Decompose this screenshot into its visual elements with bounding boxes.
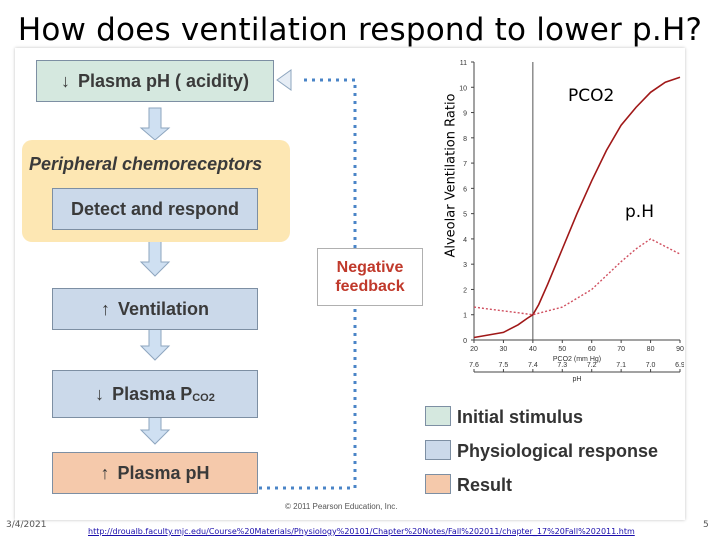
- stimulus-label: Plasma pH ( acidity): [77, 70, 250, 91]
- x-tick-label: 50: [558, 346, 566, 353]
- y-tick-label: 7: [463, 161, 467, 168]
- x-tick-label: 60: [588, 346, 596, 353]
- y-tick-label: 4: [463, 237, 467, 244]
- ph-annotation: p.H: [625, 202, 654, 222]
- x-tick-label: 90: [676, 346, 684, 353]
- detect-label: Detect and respond: [70, 198, 240, 219]
- legend-swatch-result: [425, 474, 451, 494]
- ventilation-chart: 0 1 2 3 4 5 6 7 8 9 10 11 20 30 40 50 60 70 80 90 PCO2 (mm H…: [459, 60, 685, 383]
- ph-tick-label: 7.1: [616, 362, 626, 369]
- chemoreceptors-label: Peripheral chemoreceptors: [29, 154, 263, 174]
- y-tick-label: 6: [463, 186, 467, 193]
- ph-tick-label: 7.5: [499, 362, 509, 369]
- y-tick-label: 0: [463, 338, 467, 345]
- y-tick-label: 2: [463, 287, 467, 294]
- ventilation-label: Ventilation: [117, 298, 209, 319]
- y-tick-label: 5: [463, 212, 467, 219]
- y-tick-label: 8: [463, 136, 467, 143]
- up-arrow-icon: ↑: [100, 298, 110, 319]
- ph-tick-label: 6.9: [675, 362, 684, 369]
- ventilation-box: ↑ Ventilation: [52, 288, 258, 330]
- up-arrow-icon: ↑: [100, 462, 110, 483]
- pco2-box: ↓ Plasma P CO2: [52, 370, 258, 418]
- y-tick-label: 11: [460, 60, 467, 67]
- x-tick-label: 30: [500, 346, 508, 353]
- ph-axis-title: pH: [573, 376, 582, 383]
- y-tick-label: 3: [463, 262, 467, 269]
- negative-feedback-box: Negative feedback: [317, 248, 423, 306]
- pco2-annotation: PCO2: [568, 86, 615, 106]
- stimulus-box: ↓ Plasma pH ( acidity): [36, 60, 274, 102]
- arrow-down-2: [139, 239, 171, 277]
- ph-tick-label: 7.2: [587, 362, 597, 369]
- y-tick-label: 10: [459, 85, 467, 92]
- copyright: © 2011 Pearson Education, Inc.: [285, 502, 398, 511]
- ph-tick-label: 7.4: [528, 362, 538, 369]
- legend-label-result: Result: [457, 475, 513, 495]
- legend-swatch-response: [425, 440, 451, 460]
- down-arrow-icon: ↓: [60, 70, 70, 91]
- footer-date: 3/4/2021: [6, 520, 47, 530]
- x-axis-title: PCO2 (mm Hg): [553, 356, 601, 363]
- feedback-arrowhead: [276, 69, 292, 91]
- arrow-down-1: [139, 107, 171, 141]
- down-arrow-icon: ↓: [95, 383, 105, 404]
- footer-link[interactable]: http://droualb.faculty.mjc.edu/Course%20…: [88, 527, 635, 536]
- y-tick-label: 9: [463, 111, 467, 118]
- legend-swatch-stimulus: [425, 406, 451, 426]
- ventilation-graph: 0 1 2 3 4 5 6 7 8 9 10 11 20 30 40 50 60 70 80 90 PCO2 (mm H…: [436, 50, 685, 396]
- x-tick-label: 40: [529, 346, 537, 353]
- page-number: 5: [703, 520, 709, 530]
- graph-y-label: Alveolar Ventilation Ratio: [443, 93, 459, 258]
- x-tick-label: 70: [617, 346, 625, 353]
- pco2-label: Plasma P: [112, 383, 193, 404]
- result-label: Plasma pH: [117, 462, 210, 483]
- slide-title: How does ventilation respond to lower p.…: [17, 12, 703, 48]
- x-tick-label: 80: [647, 346, 655, 353]
- pco2-series-line: [473, 76, 681, 339]
- x-tick-label: 20: [470, 346, 478, 353]
- ph-tick-label: 7.6: [469, 362, 479, 369]
- detect-box: Detect and respond: [52, 188, 258, 230]
- ph-series-line: [473, 238, 681, 316]
- ph-tick-label: 7.0: [646, 362, 656, 369]
- legend-label-stimulus: Initial stimulus: [457, 407, 584, 427]
- result-box: ↑ Plasma pH: [52, 452, 258, 494]
- legend-label-response: Physiological response: [457, 441, 659, 461]
- pco2-subscript: CO2: [192, 392, 215, 404]
- ph-tick-label: 7.3: [557, 362, 567, 369]
- y-tick-label: 1: [463, 313, 467, 320]
